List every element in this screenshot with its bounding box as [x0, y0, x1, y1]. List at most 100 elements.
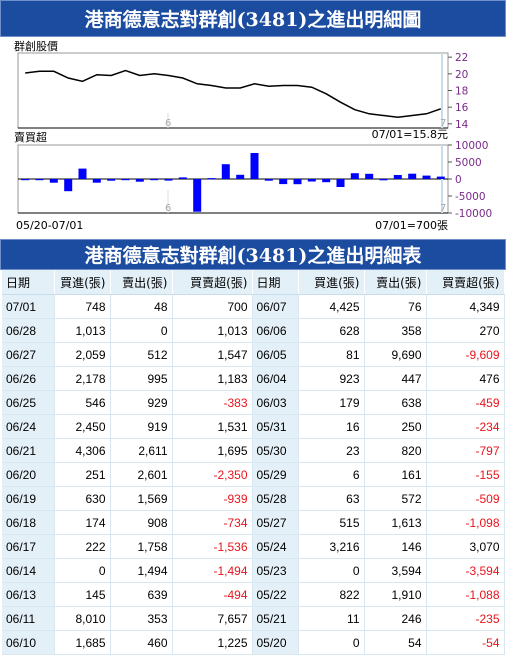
net-cell: -1,494 — [172, 559, 252, 583]
date-cell: 06/06 — [252, 319, 298, 343]
sell-cell: 48 — [110, 295, 172, 319]
table-row: 06/27 2,059 512 1,547 06/05 81 9,690 -9,609 — [2, 343, 504, 367]
date-cell: 05/21 — [252, 607, 298, 631]
sell-cell: 250 — [364, 415, 426, 439]
net-cell: 4,349 — [426, 295, 504, 319]
price-month-marker: 6 — [165, 118, 171, 129]
flow-y-tick-label: 5000 — [455, 157, 482, 169]
flow-bar — [337, 179, 345, 187]
date-cell: 05/28 — [252, 487, 298, 511]
sell-cell: 638 — [364, 391, 426, 415]
date-cell: 06/27 — [2, 343, 54, 367]
buy-cell: 822 — [298, 583, 364, 607]
column-header: 買進(張) — [54, 270, 110, 295]
table-row: 06/17 222 1,758 -1,536 05/24 3,216 146 3,070 — [2, 535, 504, 559]
sell-cell: 161 — [364, 463, 426, 487]
flow-bar — [437, 177, 445, 179]
sell-cell: 146 — [364, 535, 426, 559]
net-cell: 476 — [426, 367, 504, 391]
buy-cell: 0 — [298, 631, 364, 655]
net-cell: 1,547 — [172, 343, 252, 367]
table-body: 07/01 748 48 700 06/07 4,425 76 4,349 06/28 1,013… — [2, 295, 504, 655]
table-row: 06/19 630 1,569 -939 05/28 63 572 -509 — [2, 487, 504, 511]
flow-bar — [265, 179, 273, 181]
net-cell: -939 — [172, 487, 252, 511]
flow-range-label: 05/20-07/01 — [16, 219, 83, 232]
buy-cell: 628 — [298, 319, 364, 343]
table-row: 06/14 0 1,494 -1,494 05/23 0 3,594 -3,594 — [2, 559, 504, 583]
sell-cell: 1,494 — [110, 559, 172, 583]
flow-y-tick-label: 10000 — [455, 140, 488, 152]
flow-y-tick-label: -10000 — [455, 208, 492, 220]
net-cell: -235 — [426, 607, 504, 631]
flow-bar — [179, 177, 187, 179]
net-cell: -2,350 — [172, 463, 252, 487]
buy-cell: 11 — [298, 607, 364, 631]
price-chart-title: 群創股價 — [14, 39, 58, 53]
table-row: 06/10 1,685 460 1,225 05/20 0 54 -54 — [2, 631, 504, 655]
date-cell: 06/18 — [2, 511, 54, 535]
table-row: 06/24 2,450 919 1,531 05/31 16 250 -234 — [2, 415, 504, 439]
date-cell: 06/17 — [2, 535, 54, 559]
buy-cell: 748 — [54, 295, 110, 319]
sell-cell: 1,613 — [364, 511, 426, 535]
buy-cell: 8,010 — [54, 607, 110, 631]
flow-bar — [394, 175, 402, 179]
date-cell: 06/25 — [2, 391, 54, 415]
net-cell: -9,609 — [426, 343, 504, 367]
sell-cell: 358 — [364, 319, 426, 343]
date-cell: 05/22 — [252, 583, 298, 607]
sell-cell: 9,690 — [364, 343, 426, 367]
buy-cell: 3,216 — [298, 535, 364, 559]
date-cell: 06/05 — [252, 343, 298, 367]
net-cell: 1,183 — [172, 367, 252, 391]
buy-cell: 923 — [298, 367, 364, 391]
flow-bar — [50, 179, 58, 183]
date-cell: 05/29 — [252, 463, 298, 487]
buy-cell: 251 — [54, 463, 110, 487]
flow-last-label: 07/01=700張 — [375, 219, 448, 232]
net-cell: 700 — [172, 295, 252, 319]
flow-bar — [222, 164, 230, 179]
flow-bar — [351, 173, 359, 179]
buy-cell: 2,178 — [54, 367, 110, 391]
net-cell: -1,098 — [426, 511, 504, 535]
column-header: 賣出(張) — [110, 270, 172, 295]
date-cell: 05/31 — [252, 415, 298, 439]
price-last-label: 07/01=15.8元 — [372, 128, 448, 141]
table-row: 06/13 145 639 -494 05/22 822 1,910 -1,088 — [2, 583, 504, 607]
net-cell: -54 — [426, 631, 504, 655]
date-cell: 05/24 — [252, 535, 298, 559]
flow-bar — [136, 179, 144, 182]
flow-bar — [408, 174, 416, 179]
transaction-table: 日期 買進(張) 賣出(張) 買賣超(張) 日期 買進(張) 賣出(張) 買賣超(張) 07/… — [2, 270, 505, 655]
date-cell: 06/20 — [2, 463, 54, 487]
sell-cell: 353 — [110, 607, 172, 631]
date-cell: 05/23 — [252, 559, 298, 583]
net-cell: 270 — [426, 319, 504, 343]
flow-y-tick-label: 0 — [455, 174, 462, 186]
sell-cell: 460 — [110, 631, 172, 655]
column-header: 日期 — [252, 270, 298, 295]
table-header-row: 日期 買進(張) 賣出(張) 買賣超(張) 日期 買進(張) 賣出(張) 買賣超(張) — [2, 270, 504, 295]
net-cell: 7,657 — [172, 607, 252, 631]
buy-cell: 0 — [298, 559, 364, 583]
net-cell: -155 — [426, 463, 504, 487]
date-cell: 06/28 — [2, 319, 54, 343]
buy-cell: 23 — [298, 439, 364, 463]
sell-cell: 2,611 — [110, 439, 172, 463]
buy-cell: 222 — [54, 535, 110, 559]
sell-cell: 929 — [110, 391, 172, 415]
chart-area: 群創股價 22 20 18 16 14 6 7 07/01=15.8元 賣買超 10000 5000 0… — [0, 38, 506, 235]
buy-cell: 174 — [54, 511, 110, 535]
buy-cell: 81 — [298, 343, 364, 367]
date-cell: 06/10 — [2, 631, 54, 655]
flow-bar — [251, 153, 259, 179]
sell-cell: 76 — [364, 295, 426, 319]
table-row: 06/18 174 908 -734 05/27 515 1,613 -1,098 — [2, 511, 504, 535]
table-row: 06/20 251 2,601 -2,350 05/29 6 161 -155 — [2, 463, 504, 487]
sell-cell: 512 — [110, 343, 172, 367]
net-cell: -797 — [426, 439, 504, 463]
price-y-tick-label: 20 — [455, 69, 468, 81]
date-cell: 06/24 — [2, 415, 54, 439]
